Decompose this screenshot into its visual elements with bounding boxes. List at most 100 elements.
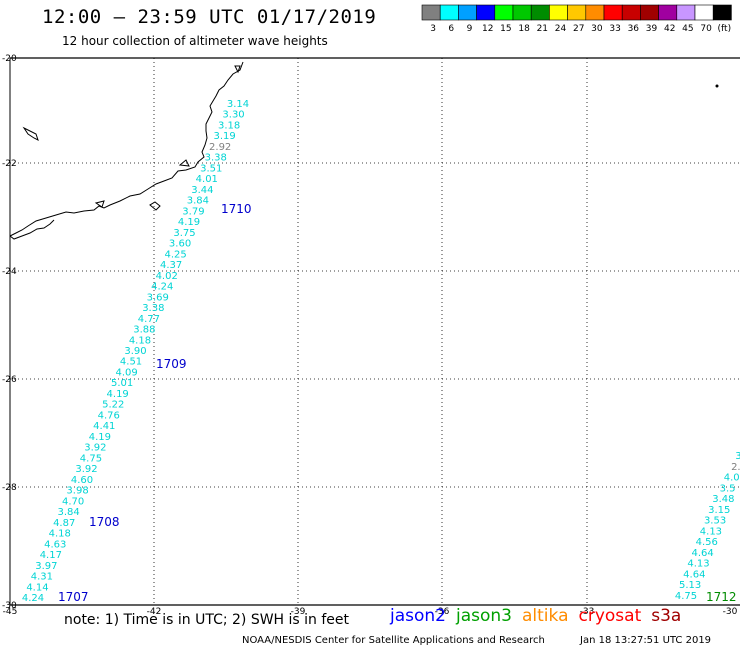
wave-height-value: 4.19 [89,432,111,443]
legend-swatch [621,4,641,21]
wave-height-value: 4.51 [120,357,142,368]
coastline [9,61,244,240]
wave-height-value: 2. [731,462,740,473]
lon-label: -33 [580,607,595,617]
lon-label: -42 [147,607,162,617]
wave-height-value: 3.60 [169,239,191,250]
satellite-legend: jason2 jason3 altika cryosat s3a [390,606,691,626]
legend-label: (ft) [718,24,732,34]
legend-label: 42 [664,24,675,34]
legend-swatch [458,4,477,21]
wave-height-value: 3.88 [133,325,155,336]
legend-label: 18 [518,24,530,34]
wave-height-value: 3.5 [720,483,736,494]
legend-swatch [476,4,496,21]
wave-height-value: 4.31 [31,572,53,583]
generation-timestamp: Jan 18 13:27:51 UTC 2019 [580,635,712,646]
wave-height-value: 3.98 [66,486,88,497]
legend-label: 45 [682,24,693,34]
wave-height-value: 4.63 [44,539,66,550]
satellite-track-right: 3.2.4.03.53.483.153.534.134.564.644.134.… [675,451,740,602]
lon-label: -36 [435,607,450,617]
legend-swatch [640,4,659,21]
credit-line: NOAA/NESDIS Center for Satellite Applica… [242,635,545,646]
legend-label: 33 [609,24,620,34]
lat-label: -20 [2,54,17,64]
wave-height-value: 3.38 [142,303,164,314]
chart-subtitle: 12 hour collection of altimeter wave hei… [62,34,328,48]
legend-swatch [421,4,441,21]
legend-swatch [676,4,696,21]
wave-height-value: 4.41 [93,421,115,432]
legend-label: 6 [448,24,454,34]
wave-height-value: 3.84 [187,196,209,207]
satellite-name-jason3: jason3 [456,606,512,626]
wave-height-value: 4.64 [683,569,705,580]
legend-label: 24 [555,24,567,34]
wave-height-value: 3.75 [173,228,195,239]
wave-height-value: 3.18 [218,120,240,131]
wave-height-value: 4.56 [696,537,718,548]
wave-height-value: 4.70 [62,496,84,507]
wave-height-value: 3.92 [75,464,97,475]
axis-labels: -20-22-24-26-28-30-45 -42 -39 -36 -33 -30 [2,54,738,617]
lat-label: -26 [2,375,17,385]
legend-swatch [658,4,678,21]
wave-height-value: 3.69 [147,292,169,303]
wave-height-value: 4.14 [26,582,48,593]
wave-height-value: 3.30 [222,110,244,121]
wave-height-value: 3.51 [200,163,222,174]
legend-label: 21 [537,24,548,34]
legend-label: 27 [573,24,584,34]
lon-label: -39 [291,607,306,617]
wave-height-value: 3.79 [182,206,204,217]
wave-height-value: 3.14 [227,99,249,110]
wave-height-value: 4.60 [71,475,93,486]
legend-swatch [549,4,568,21]
legend-swatch [439,4,459,21]
legend-label: 15 [500,24,511,34]
satellite-name-altika: altika [522,606,569,626]
wave-height-value: 4.77 [138,314,160,325]
graticule [10,58,740,605]
wave-height-value: 4.19 [107,389,129,400]
legend-swatch [494,4,514,21]
legend-label: 39 [646,24,658,34]
legend-label: 70 [700,24,712,34]
wave-height-value: 3.97 [35,561,57,572]
wave-height-value: 4.13 [687,559,709,570]
chart-title: 12:00 — 23:59 UTC 01/17/2019 [42,6,377,28]
wave-height-value: 3.90 [124,346,146,357]
legend-swatch [530,4,550,21]
wave-height-value: 3.92 [84,443,106,454]
pass-number-label: 1710 [221,202,252,216]
legend-label: 12 [482,24,493,34]
wave-height-value: 3.19 [213,131,235,142]
wave-height-value: 4.87 [53,518,75,529]
wave-height-value: 3.84 [58,507,80,518]
wave-height-value: 4.17 [40,550,62,561]
footer-note: note: 1) Time is in UTC; 2) SWH is in fe… [64,612,350,628]
lat-label: -24 [2,267,17,277]
wave-height-value: 4.24 [151,282,173,293]
wave-height-value: 5.22 [102,400,124,411]
lat-label: -28 [2,483,17,493]
wave-height-value: 3.15 [708,505,730,516]
satellite-track-main: 3.143.303.183.192.923.383.514.013.443.84… [22,99,249,604]
legend-label: 3 [430,24,436,34]
wave-height-value: 4.25 [164,249,186,260]
island-dot [715,84,719,88]
wave-height-value: 5.01 [111,378,133,389]
wave-height-value: 4.24 [22,593,44,604]
legend-swatch [567,4,587,21]
wave-height-value: 3.48 [712,494,734,505]
wave-height-value: 2.92 [209,142,231,153]
wave-height-value: 4.75 [80,453,102,464]
wave-height-value: 4.76 [98,410,120,421]
pass-number-label: 1707 [58,590,89,604]
lat-label: -30 [2,601,17,611]
wave-height-value: 4.0 [724,473,740,484]
wave-height-value: 4.13 [700,526,722,537]
satellite-name-jason2: jason2 [390,606,446,626]
wave-height-value: 4.75 [675,591,697,602]
